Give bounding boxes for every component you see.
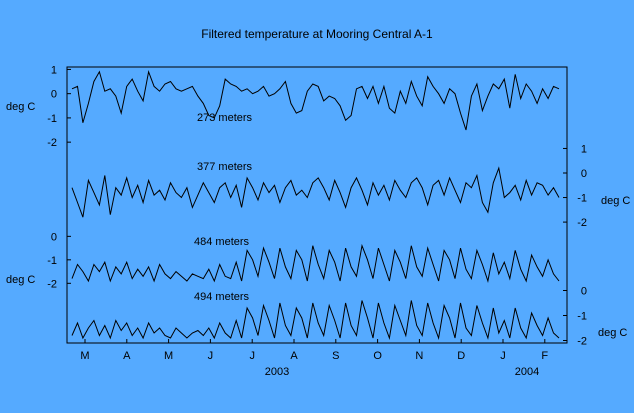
y-tick-label: 1	[51, 64, 57, 76]
y-tick-label: -2	[577, 217, 587, 229]
month-label: S	[332, 350, 339, 362]
y-tick-label: -2	[577, 336, 587, 348]
month-label: M	[164, 350, 173, 362]
chart-title: Filtered temperature at Mooring Central …	[201, 27, 433, 41]
axes-layer	[67, 68, 567, 343]
series-label: 377 meters	[197, 161, 253, 173]
series-line-377-meters	[71, 166, 560, 218]
y-tick-label: 0	[51, 231, 57, 243]
y-tick-label: -1	[577, 311, 587, 323]
month-label: D	[457, 350, 465, 362]
labels-layer: M A M J J A S O N D J F 2003 2004 1 0 -1 -2 273 meters deg …	[6, 64, 630, 378]
month-label: J	[208, 350, 214, 362]
month-label: J	[249, 350, 255, 362]
unit-label: deg C	[601, 195, 630, 207]
month-label: F	[541, 350, 548, 362]
unit-label: deg C	[6, 274, 35, 286]
y-tick-label: -1	[47, 255, 57, 267]
plot-frame	[66, 66, 568, 344]
month-label: M	[80, 350, 89, 362]
unit-label: deg C	[598, 327, 627, 339]
month-label: A	[123, 350, 131, 362]
y-tick-label: -1	[47, 113, 57, 125]
series-line-494-meters	[71, 300, 560, 340]
y-tick-label: -1	[577, 193, 587, 205]
series-layer	[71, 69, 560, 340]
series-label: 484 meters	[194, 236, 250, 248]
series-label: 494 meters	[194, 291, 250, 303]
series-line-484-meters	[71, 243, 560, 283]
y-tick-label: -2	[47, 137, 57, 149]
y-tick-label: -2	[47, 278, 57, 290]
month-label: N	[415, 350, 423, 362]
series-label: 273 meters	[197, 112, 253, 124]
series-line-273-meters	[71, 69, 560, 131]
month-label: A	[290, 350, 298, 362]
year-label: 2003	[265, 366, 289, 378]
y-tick-label: 0	[581, 168, 587, 180]
month-label: O	[373, 350, 382, 362]
month-label: J	[500, 350, 506, 362]
year-label: 2004	[515, 366, 539, 378]
unit-label: deg C	[6, 101, 35, 113]
y-tick-label: 0	[581, 286, 587, 298]
y-tick-label: 0	[51, 89, 57, 101]
y-tick-label: 1	[581, 143, 587, 155]
